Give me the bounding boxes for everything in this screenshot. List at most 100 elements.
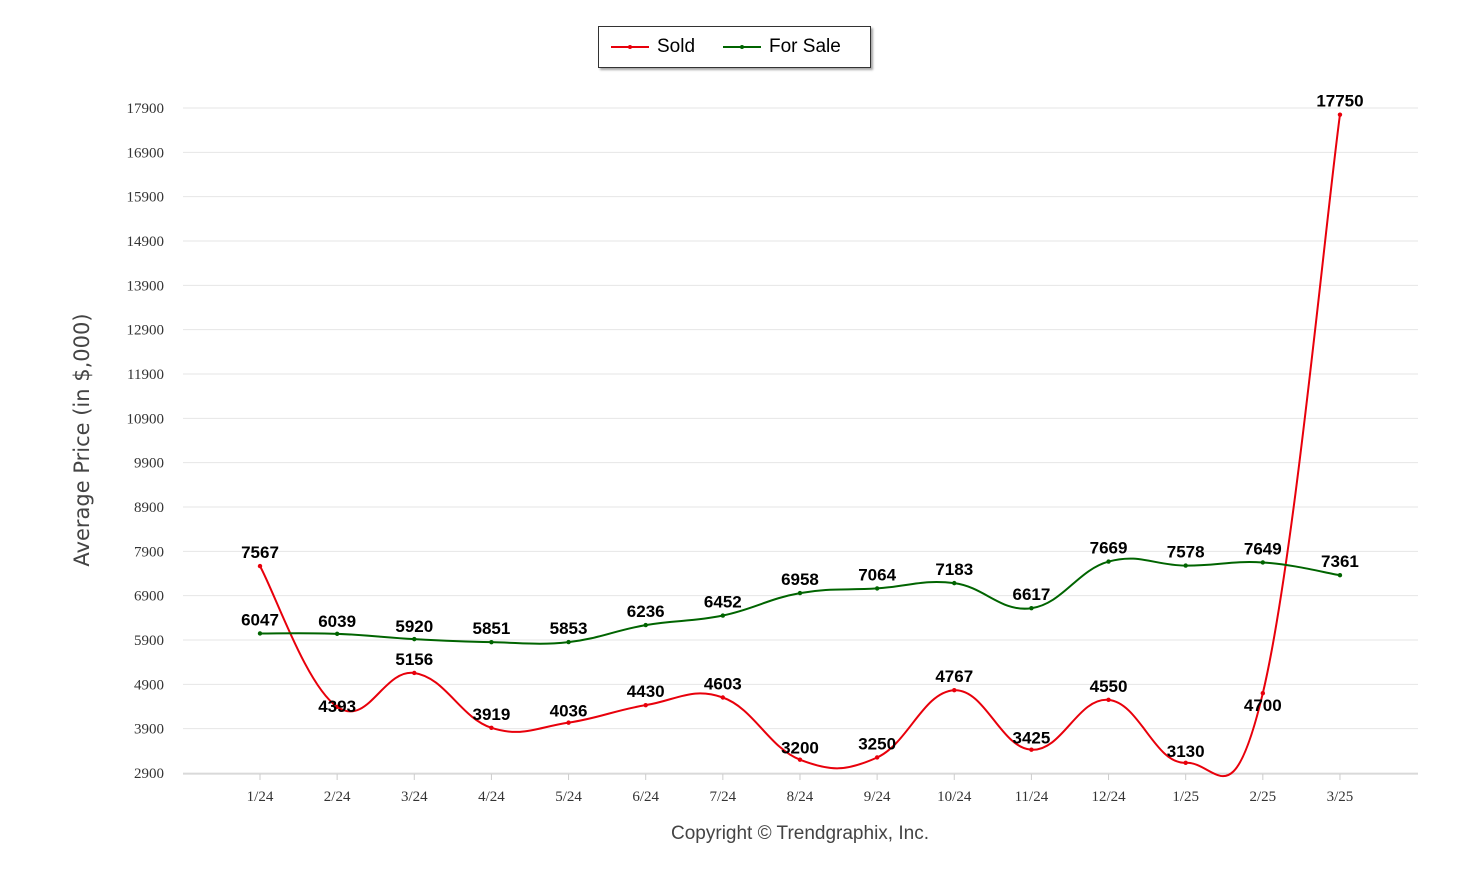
x-tick-label: 2/25	[1249, 789, 1276, 805]
data-point-for-sale[interactable]	[952, 580, 957, 586]
data-label-for-sale: 7669	[1090, 539, 1128, 558]
data-point-for-sale[interactable]	[1183, 563, 1188, 568]
y-tick-label: 12900	[127, 323, 165, 339]
x-tick-label: 4/24	[478, 789, 505, 805]
x-tick-label: 9/24	[864, 789, 891, 805]
data-label-sold: 5156	[395, 650, 433, 669]
x-tick-label: 10/24	[937, 789, 972, 805]
data-labels: 7567 4393 5156 3919 4036 4430 4603 3200 3250 4767…	[241, 92, 1364, 761]
x-tick-label: 1/25	[1172, 789, 1199, 805]
data-point-sold[interactable]	[1260, 691, 1266, 696]
copyright-text: Copyright © Trendgraphix, Inc.	[671, 823, 929, 844]
data-label-for-sale: 7361	[1321, 552, 1359, 571]
data-label-for-sale: 6452	[704, 593, 742, 612]
legend-label-sold: Sold	[657, 36, 696, 57]
data-point-for-sale[interactable]	[1106, 559, 1111, 564]
data-point-sold[interactable]	[720, 695, 726, 700]
data-label-sold: 4767	[935, 667, 973, 686]
x-axis-ticks: 1/24 2/24 3/24 4/24 5/24 6/24 7/24 8/24 9/24 10/2…	[247, 789, 1354, 805]
data-label-sold: 4700	[1244, 696, 1282, 715]
x-tick-label: 12/24	[1091, 789, 1126, 805]
legend-swatch-for-sale	[723, 45, 761, 49]
y-tick-label: 11900	[127, 367, 164, 383]
legend-item-for-sale[interactable]: For Sale	[723, 36, 841, 58]
y-tick-label: 9900	[134, 456, 164, 472]
data-label-sold: 4036	[550, 702, 588, 721]
data-label-for-sale: 5851	[473, 619, 511, 638]
data-point-sold[interactable]	[1106, 697, 1111, 703]
x-tick-label: 7/24	[710, 789, 737, 805]
legend-label-for-sale: For Sale	[769, 36, 841, 57]
y-tick-label: 2900	[134, 766, 164, 782]
data-point-sold[interactable]	[1029, 747, 1034, 752]
data-point-for-sale[interactable]	[489, 639, 494, 645]
data-label-sold: 4430	[627, 682, 665, 701]
data-point-sold[interactable]	[1183, 760, 1188, 766]
data-label-sold: 3919	[473, 705, 511, 724]
data-point-for-sale[interactable]	[412, 636, 417, 642]
data-label-for-sale: 7064	[858, 565, 896, 584]
legend-item-sold[interactable]: Sold	[611, 36, 695, 58]
series-lines	[257, 112, 1343, 778]
y-tick-label: 3900	[134, 722, 164, 738]
data-label-for-sale: 7183	[935, 560, 973, 579]
data-point-sold[interactable]	[257, 563, 263, 569]
y-tick-label: 6900	[134, 589, 164, 605]
x-tick-label: 5/24	[555, 789, 582, 805]
data-label-for-sale: 7578	[1167, 543, 1205, 562]
data-point-sold[interactable]	[334, 704, 340, 710]
data-label-for-sale: 6236	[627, 602, 665, 621]
y-tick-label: 17900	[127, 101, 165, 117]
data-point-for-sale[interactable]	[1029, 606, 1034, 611]
y-tick-label: 4900	[134, 677, 164, 693]
data-label-for-sale: 6958	[781, 570, 819, 589]
data-label-sold: 4393	[318, 697, 356, 716]
x-tick-label: 3/25	[1327, 789, 1354, 805]
y-tick-label: 14900	[127, 234, 165, 250]
data-point-sold[interactable]	[952, 688, 957, 693]
data-label-sold: 3425	[1012, 729, 1050, 748]
data-point-for-sale[interactable]	[1337, 573, 1343, 578]
data-label-sold: 3130	[1167, 742, 1205, 761]
data-point-for-sale[interactable]	[643, 622, 648, 628]
data-label-for-sale: 5920	[395, 617, 433, 636]
y-tick-label: 8900	[134, 500, 164, 516]
y-tick-label: 10900	[127, 411, 165, 427]
data-point-for-sale[interactable]	[720, 613, 726, 618]
y-axis-ticks: 2900 3900 4900 5900 6900 7900 8900 9900 10900 119…	[127, 101, 165, 782]
data-point-sold[interactable]	[1337, 112, 1343, 117]
x-tick-label: 6/24	[632, 789, 659, 805]
data-label-sold: 3250	[858, 734, 896, 753]
data-point-for-sale[interactable]	[334, 631, 340, 637]
data-point-for-sale[interactable]	[797, 590, 803, 596]
data-label-for-sale: 5853	[550, 619, 588, 638]
data-point-for-sale[interactable]	[257, 631, 263, 636]
y-tick-label: 7900	[134, 544, 164, 560]
y-tick-label: 15900	[127, 190, 165, 206]
x-tick-label: 11/24	[1015, 789, 1049, 805]
series-line-sold	[259, 114, 1341, 778]
legend: Sold For Sale	[598, 26, 871, 68]
data-label-sold: 3200	[781, 739, 819, 758]
data-point-for-sale[interactable]	[1260, 560, 1266, 565]
data-point-for-sale[interactable]	[874, 586, 880, 591]
data-label-sold: 4603	[704, 675, 742, 694]
data-point-sold[interactable]	[489, 725, 494, 731]
data-label-sold: 7567	[241, 543, 279, 562]
data-point-sold[interactable]	[412, 670, 417, 676]
data-label-for-sale: 6047	[241, 610, 279, 629]
data-point-sold[interactable]	[874, 755, 880, 760]
data-label-for-sale: 7649	[1244, 539, 1282, 558]
data-label-sold: 4550	[1090, 677, 1128, 696]
data-label-for-sale: 6039	[318, 612, 356, 631]
grid-lines	[183, 107, 1418, 774]
y-axis-label: Average Price (in $,000)	[70, 313, 94, 567]
data-point-for-sale[interactable]	[566, 639, 571, 645]
data-point-sold[interactable]	[566, 720, 571, 725]
axes	[183, 773, 1418, 780]
data-label-for-sale: 6617	[1012, 585, 1050, 604]
x-tick-label: 3/24	[401, 789, 428, 805]
data-point-sold[interactable]	[643, 702, 648, 708]
data-point-sold[interactable]	[797, 757, 803, 762]
